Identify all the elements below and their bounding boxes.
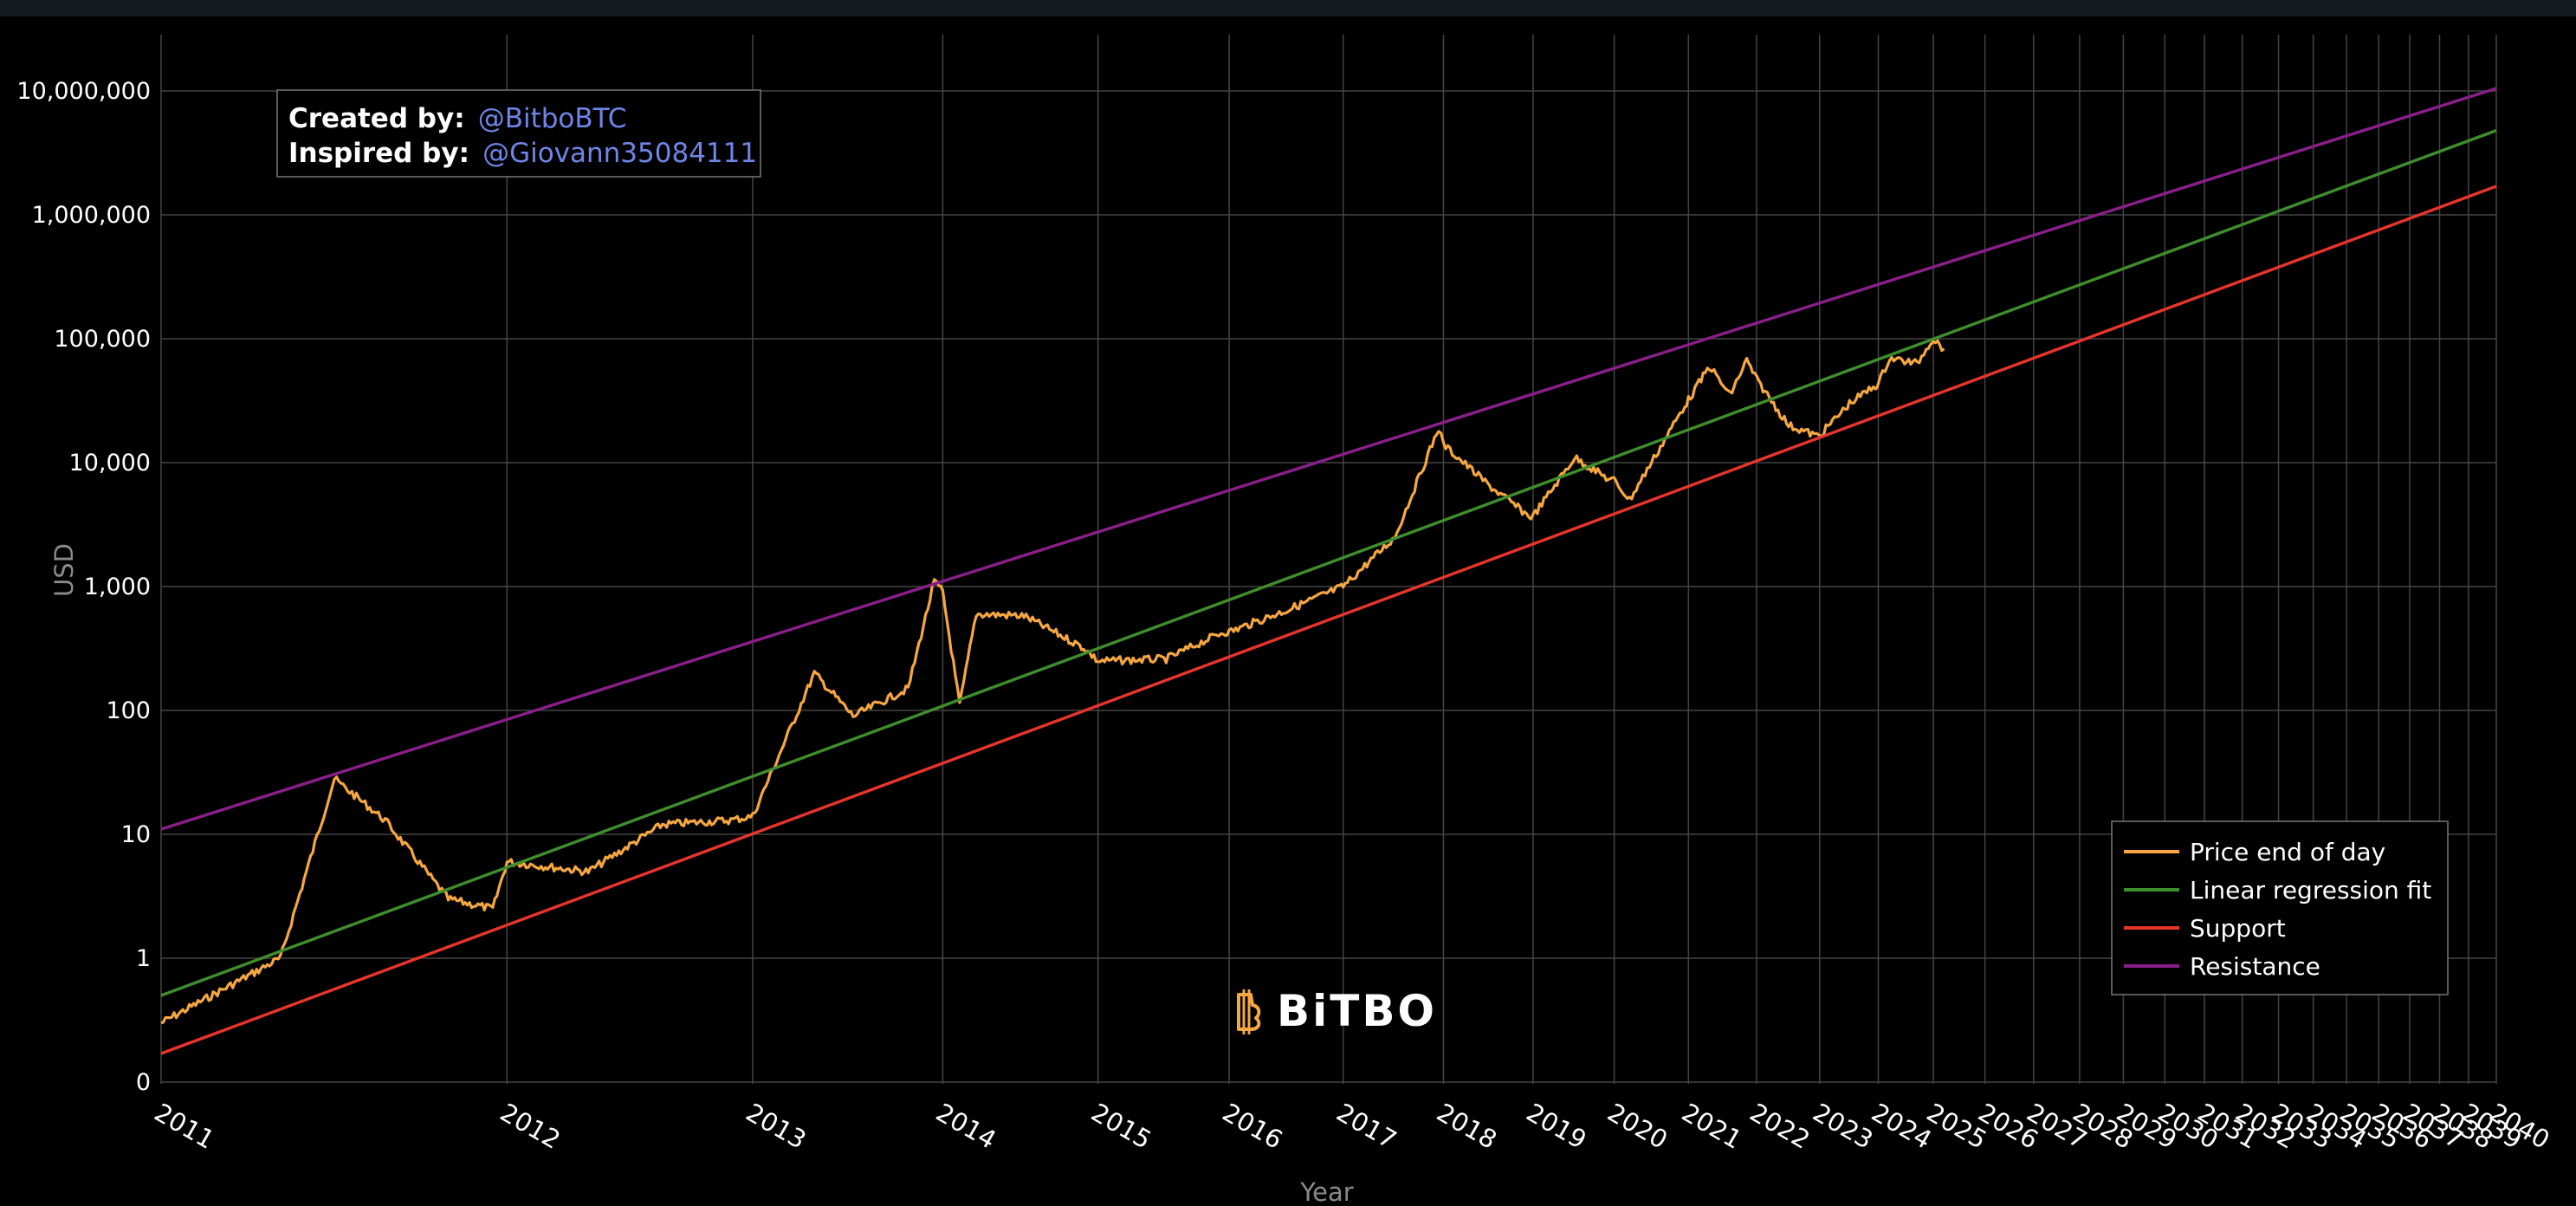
- bitcoin-b-icon: [1237, 989, 1261, 1034]
- x-axis-ticks: 2011 2012 2013 2014 2015 2016 2017 2018 2019 2020…: [150, 1098, 2555, 1155]
- legend-label: Price end of day: [2190, 838, 2385, 866]
- grid: [160, 35, 2497, 1084]
- y-tick-label: 1: [136, 945, 151, 972]
- y-axis-title: USD: [49, 543, 79, 597]
- x-tick-label: 2022: [1744, 1098, 1815, 1155]
- x-tick-label: 2016: [1218, 1098, 1288, 1155]
- legend-label: Linear regression fit: [2190, 876, 2431, 904]
- inspired-by-link[interactable]: @Giovann35084111: [482, 138, 757, 169]
- x-axis-title: Year: [1299, 1177, 1353, 1206]
- series-line-support: [160, 185, 2497, 1055]
- y-tick-label: 10: [121, 821, 151, 848]
- window-top-strip: [0, 0, 2576, 16]
- y-tick-label: 10,000: [69, 450, 151, 477]
- x-tick-label: 2021: [1677, 1098, 1747, 1155]
- x-tick-label: 2020: [1602, 1098, 1673, 1155]
- created-by-label: Created by:: [288, 103, 465, 134]
- series-line-resistance: [160, 87, 2497, 831]
- credits-box: Created by: @BitboBTC Inspired by: @Giov…: [276, 89, 761, 178]
- brand-name: BiTBO: [1277, 986, 1437, 1036]
- created-by-link[interactable]: @BitboBTC: [478, 103, 627, 134]
- y-tick-label: 10,000,000: [16, 78, 151, 105]
- series-line-linear-regression-fit: [160, 129, 2497, 997]
- y-tick-label: 1,000: [84, 574, 151, 600]
- y-tick-label: 0: [136, 1069, 151, 1096]
- y-tick-label: 1,000,000: [32, 202, 151, 229]
- x-tick-label: 2019: [1521, 1098, 1591, 1155]
- y-tick-label: 100: [106, 697, 151, 724]
- svg-text:Created by: @BitboBTC: Created by: @BitboBTC: [288, 103, 626, 134]
- x-tick-label: 2011: [150, 1098, 220, 1155]
- x-tick-label: 2017: [1331, 1098, 1401, 1155]
- x-tick-label: 2015: [1086, 1098, 1156, 1155]
- y-axis-ticks: 10,000,0001,000,000100,00010,0001,000100…: [16, 78, 151, 1096]
- brand-watermark: BiTBO: [1237, 986, 1437, 1036]
- x-tick-label: 2014: [931, 1098, 1001, 1155]
- legend-label: Support: [2190, 914, 2286, 943]
- legend: Price end of day Linear regression fit Sup…: [2111, 820, 2449, 995]
- x-tick-label: 2012: [495, 1098, 566, 1155]
- y-tick-label: 100,000: [54, 326, 151, 353]
- x-tick-label: 2024: [1867, 1098, 1937, 1155]
- series-lines: [160, 87, 2497, 1055]
- series-line-price-end-of-day: [160, 339, 1945, 1025]
- x-tick-label: 2040: [2485, 1098, 2555, 1155]
- x-tick-label: 2023: [1808, 1098, 1878, 1155]
- x-tick-label: 2018: [1432, 1098, 1502, 1155]
- legend-label: Resistance: [2190, 952, 2320, 981]
- x-tick-label: 2013: [741, 1098, 812, 1155]
- svg-text:Inspired by: @Giovann350: Inspired by: @Giovann35084111: [288, 138, 757, 169]
- inspired-by-label: Inspired by:: [288, 138, 469, 169]
